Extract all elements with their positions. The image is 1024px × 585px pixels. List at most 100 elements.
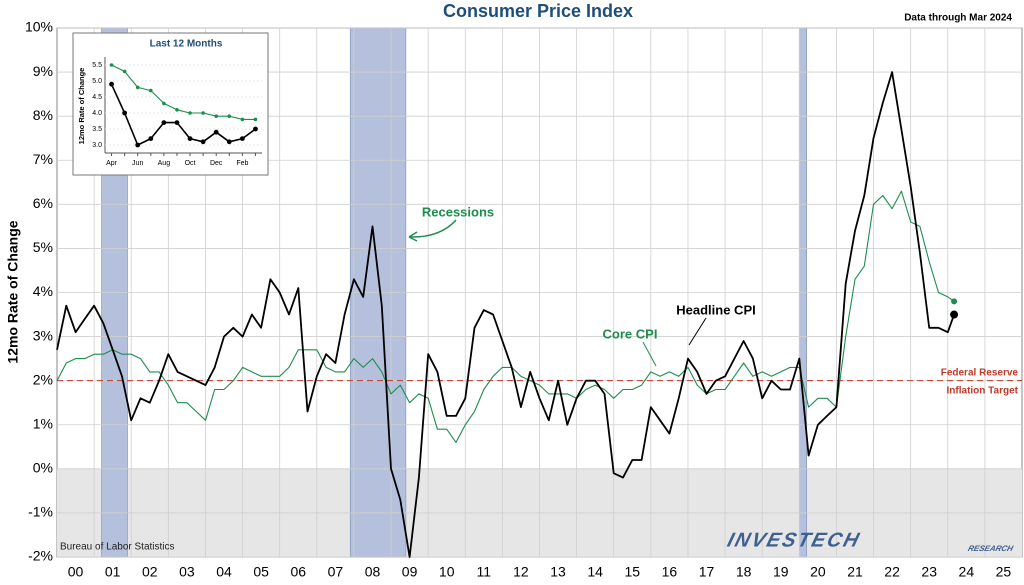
inset-title: Last 12 Months — [150, 39, 223, 50]
inset-x-tick-label: Jun — [132, 160, 143, 167]
x-tick-label: 25 — [996, 564, 1012, 580]
inset-y-tick-label: 5.5 — [92, 62, 102, 69]
y-tick-label: 0% — [33, 460, 53, 476]
background-layer: -2% -1% 0% 1% 2% 3% 4% 5% 6% 7% 8% 9% 10% 00 01 02 03 04 0… — [25, 19, 1023, 580]
recession-label: Recessions — [422, 204, 494, 219]
y-axis-label: 12mo Rate of Change — [5, 220, 21, 363]
inset-x-tick-label: Oct — [185, 160, 196, 167]
inset-y-tick-label: 3.0 — [92, 142, 102, 149]
x-tick-label: 16 — [662, 564, 678, 580]
inset-point — [148, 136, 154, 142]
x-tick-label: 21 — [847, 564, 863, 580]
logo-text: INVESTECH — [725, 530, 863, 552]
inset-point — [240, 117, 245, 122]
inset-point — [201, 111, 205, 115]
x-tick-label: 12 — [513, 564, 529, 580]
inset-point — [122, 69, 127, 74]
x-tick-label: 22 — [884, 564, 900, 580]
x-tick-label: 23 — [921, 564, 937, 580]
x-tick-label: 06 — [290, 564, 306, 580]
annotation-pointer — [688, 317, 707, 346]
inset-point — [253, 117, 258, 122]
inset-point — [239, 136, 245, 142]
inset-point — [213, 129, 219, 135]
series-label: Core CPI — [603, 326, 658, 341]
x-tick-label: 15 — [624, 564, 640, 580]
y-tick-label: 5% — [33, 239, 53, 255]
inset-point — [135, 142, 141, 148]
x-tick-label: 14 — [587, 564, 603, 580]
y-tick-label: 10% — [25, 19, 53, 35]
inset-y-tick-label: 4.5 — [92, 94, 102, 101]
x-tick-label: 19 — [773, 564, 789, 580]
x-tick-label: 17 — [699, 564, 715, 580]
x-tick-label: 04 — [216, 564, 232, 580]
data-note: Data through Mar 2024 — [904, 13, 1012, 24]
inset-point — [188, 111, 192, 115]
series-line — [56, 71, 955, 558]
series-label: Headline CPI — [676, 302, 755, 317]
annotation-pointer — [642, 341, 657, 367]
arrow-head — [408, 231, 418, 242]
x-tick-label: 09 — [402, 564, 418, 580]
logo-subtext: RESEARCH — [967, 544, 1014, 553]
inset-point — [122, 110, 128, 116]
y-tick-label: 8% — [33, 107, 53, 123]
y-tick-label: 7% — [33, 151, 53, 167]
x-tick-label: 13 — [550, 564, 566, 580]
y-tick-label: 6% — [33, 195, 53, 211]
x-tick-label: 02 — [142, 564, 158, 580]
inset-point — [162, 101, 166, 106]
inset-point — [214, 114, 219, 118]
inset-point — [109, 63, 114, 67]
inset-point — [227, 114, 232, 118]
chart-title: Consumer Price Index — [443, 1, 633, 21]
foreground-layer: Federal Reserve Inflation Target Headline … — [56, 71, 1022, 558]
y-tick-label: -1% — [28, 504, 53, 520]
inset-frame — [72, 32, 269, 176]
x-tick-label: 03 — [179, 564, 195, 580]
inset-x-tick-label: Dec — [210, 160, 223, 167]
x-tick-label: 24 — [959, 564, 975, 580]
inset-point — [174, 120, 180, 125]
inset-y-tick-label: 3.5 — [92, 126, 102, 133]
x-tick-label: 20 — [810, 564, 826, 580]
inset-chart: Last 12 Months 12mo Rate of Change 3.0 3.… — [72, 32, 269, 176]
inset-point — [253, 126, 258, 132]
source-note: Bureau of Labor Statistics — [60, 542, 175, 553]
recession-arrow — [408, 219, 457, 238]
series-line — [56, 190, 955, 443]
x-tick-label: 07 — [328, 564, 344, 580]
inset-y-tick-label: 4.0 — [92, 110, 102, 117]
x-tick-label: 05 — [253, 564, 269, 580]
x-tick-label: 01 — [105, 564, 121, 580]
inset-point — [148, 88, 153, 93]
inset-point — [161, 120, 167, 125]
y-tick-label: 4% — [33, 283, 53, 299]
logo: INVESTECH RESEARCH — [725, 530, 1014, 554]
inset-x-tick-label: Feb — [236, 160, 248, 167]
inset-point — [109, 81, 114, 87]
end-point — [950, 310, 959, 319]
x-tick-label: 08 — [365, 564, 381, 580]
inset-point — [175, 108, 179, 112]
y-tick-label: 1% — [33, 415, 53, 431]
inset-x-tick-label: Aug — [158, 160, 171, 167]
inset-y-tick-label: 5.0 — [92, 78, 102, 85]
y-tick-label: 2% — [33, 371, 53, 387]
target-label: Inflation Target — [947, 385, 1019, 396]
inset-point — [226, 139, 232, 145]
inset-point — [135, 85, 140, 90]
inset-x-tick-label: Apr — [106, 160, 118, 167]
x-tick-label: 10 — [439, 564, 455, 580]
x-tick-label: 18 — [736, 564, 752, 580]
inset-point — [200, 139, 206, 145]
inset-y-label: 12mo Rate of Change — [77, 68, 86, 145]
y-tick-label: 3% — [33, 327, 53, 343]
x-tick-label: 11 — [477, 564, 492, 580]
series-line — [111, 64, 256, 120]
target-label: Federal Reserve — [941, 367, 1019, 378]
x-tick-label: 00 — [68, 564, 84, 580]
